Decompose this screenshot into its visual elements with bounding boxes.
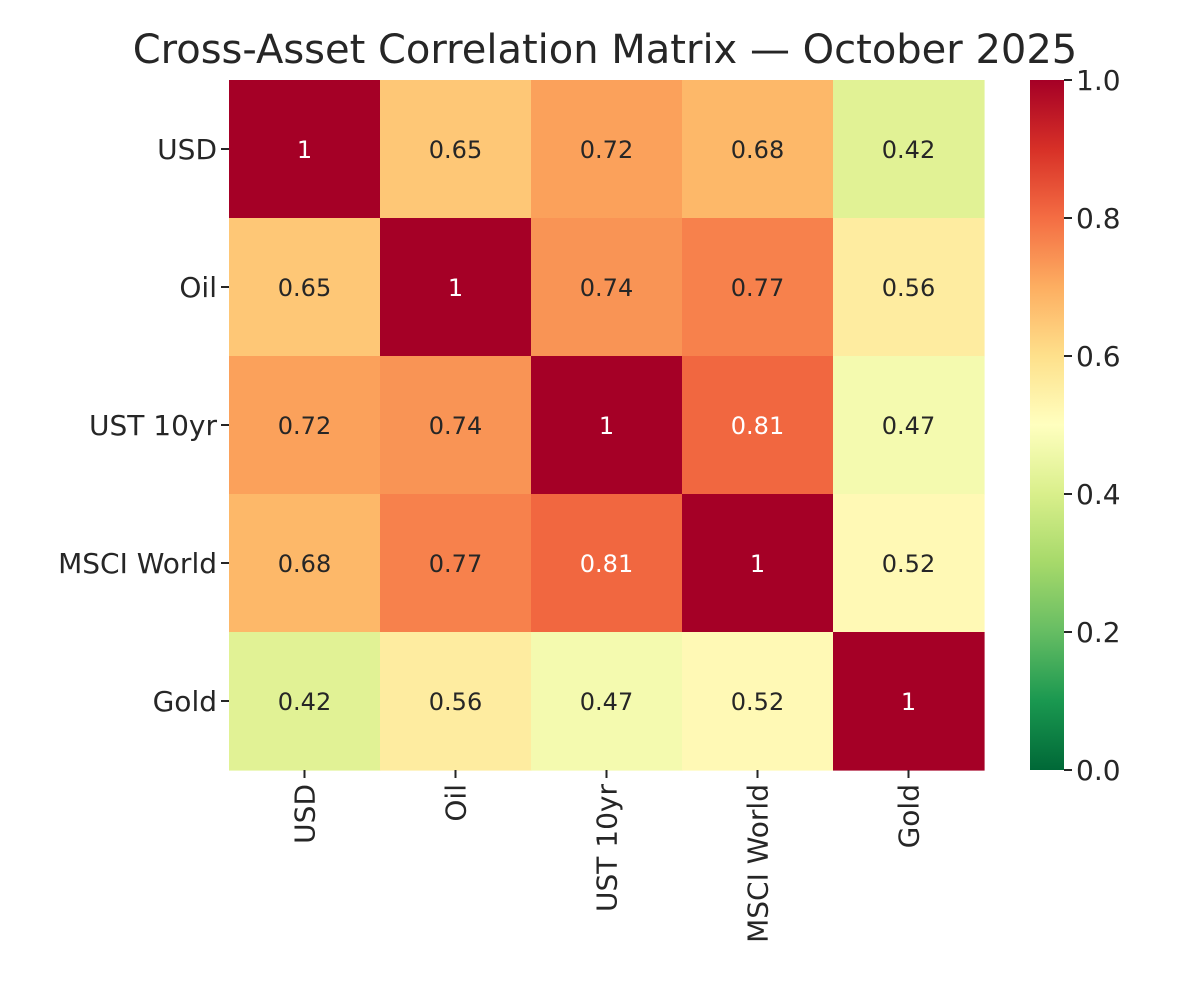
heatmap-cell	[531, 80, 683, 219]
colorbar-tick-label: 0.8	[1076, 202, 1121, 235]
cell-value-label: 0.74	[429, 412, 482, 440]
cell-value-label: 0.65	[429, 136, 482, 164]
colorbar-tick-label: 0.6	[1076, 340, 1121, 373]
cell-value-label: 0.81	[731, 412, 784, 440]
y-tick-label: UST 10yr	[89, 409, 217, 442]
cell-value-label: 0.52	[882, 550, 935, 578]
cell-value-label: 0.65	[278, 274, 331, 302]
heatmap-cell	[682, 80, 834, 219]
heatmap-cell	[682, 356, 834, 495]
cell-value-label: 0.74	[580, 274, 633, 302]
cell-value-label: 0.72	[580, 136, 633, 164]
cell-value-label: 1	[750, 550, 765, 578]
cell-value-label: 0.47	[882, 412, 935, 440]
heatmap-cell	[682, 632, 834, 771]
heatmap-cell	[833, 218, 985, 357]
colorbar-tick-label: 0.2	[1076, 616, 1121, 649]
colorbar: 0.0 0.2 0.4 0.6 0.8 1.0	[1030, 64, 1121, 787]
cell-value-label: 1	[448, 274, 463, 302]
heatmap-cell	[531, 494, 683, 633]
heatmap-cell	[380, 80, 532, 219]
y-tick-label: Oil	[179, 271, 217, 304]
y-axis: USD Oil UST 10yr MSCI World Gold	[58, 133, 229, 718]
heatmap-cell	[229, 80, 381, 219]
heatmap-cell	[229, 356, 381, 495]
heatmap-cell	[380, 356, 532, 495]
heatmap-cell	[380, 218, 532, 357]
cell-value-label: 0.72	[278, 412, 331, 440]
y-tick-label: MSCI World	[58, 547, 217, 580]
cell-value-label: 0.68	[278, 550, 331, 578]
y-tick-label: USD	[157, 133, 217, 166]
cell-value-label: 0.47	[580, 688, 633, 716]
heatmap-cell	[229, 494, 381, 633]
heatmap-cell	[531, 632, 683, 771]
colorbar-tick-label: 0.0	[1076, 754, 1121, 787]
heatmap-cell	[833, 632, 985, 771]
x-tick-label: Gold	[893, 784, 926, 848]
cell-value-label: 0.81	[580, 550, 633, 578]
heatmap-cell	[229, 632, 381, 771]
cell-value-label: 0.77	[429, 550, 482, 578]
cell-value-label: 1	[297, 136, 312, 164]
heatmap-cell	[531, 218, 683, 357]
heatmap-cell	[833, 80, 985, 219]
cell-value-label: 0.77	[731, 274, 784, 302]
cell-value-label: 1	[599, 412, 614, 440]
heatmap-cell	[380, 494, 532, 633]
heatmap-cell	[833, 494, 985, 633]
heatmap-cell	[682, 218, 834, 357]
cell-value-label: 0.68	[731, 136, 784, 164]
x-tick-label: USD	[289, 784, 322, 844]
heatmap-cell	[229, 218, 381, 357]
heatmap-cell	[833, 356, 985, 495]
heatmap-cell	[531, 356, 683, 495]
cell-value-label: 0.56	[429, 688, 482, 716]
x-tick-label: MSCI World	[742, 784, 775, 943]
cell-value-label: 0.42	[882, 136, 935, 164]
x-axis: USD Oil UST 10yr MSCI World Gold	[289, 770, 926, 943]
chart-title: Cross-Asset Correlation Matrix — October…	[133, 27, 1078, 73]
cell-value-label: 0.52	[731, 688, 784, 716]
x-tick-label: Oil	[440, 784, 473, 822]
colorbar-tick-label: 1.0	[1076, 64, 1121, 97]
cell-value-label: 1	[901, 688, 916, 716]
colorbar-tick-label: 0.4	[1076, 478, 1121, 511]
y-tick-label: Gold	[153, 685, 217, 718]
cell-value-label: 0.56	[882, 274, 935, 302]
cell-value-label: 0.42	[278, 688, 331, 716]
heatmap-grid: 1 0.65 0.72 0.68 0.42 0.65 1 0.74 0.77 0.56 0.72 0.…	[229, 80, 985, 771]
x-tick-label: UST 10yr	[591, 784, 624, 912]
heatmap-cell	[380, 632, 532, 771]
heatmap-cell	[682, 494, 834, 633]
colorbar-gradient	[1030, 80, 1064, 770]
